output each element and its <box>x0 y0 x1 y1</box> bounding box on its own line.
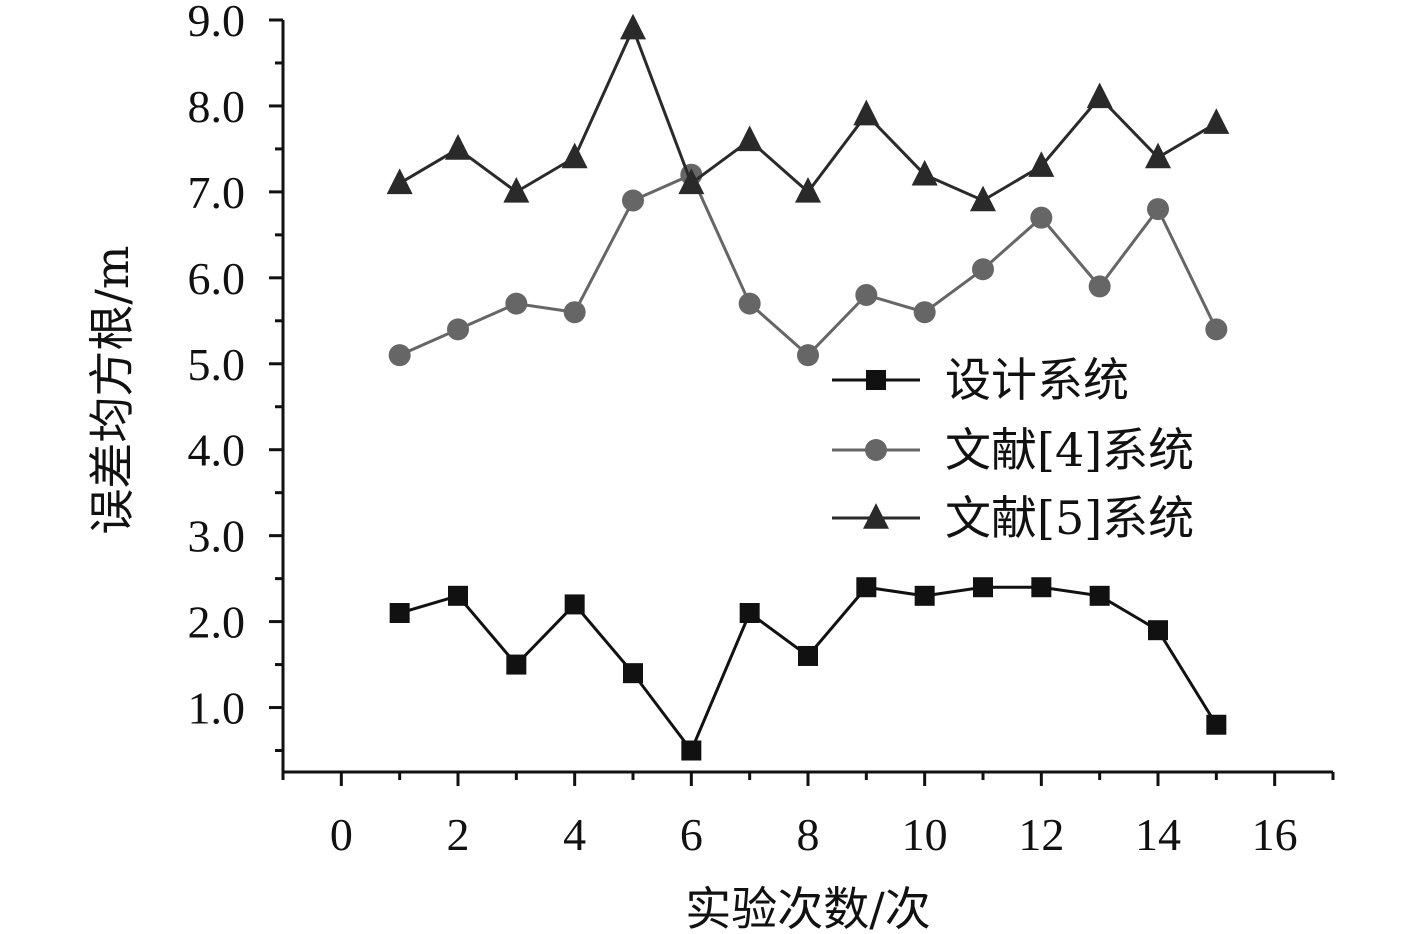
data-point <box>564 594 585 615</box>
data-point <box>970 185 996 212</box>
data-point <box>1147 198 1169 221</box>
x-ticks: 0 2 4 6 8 10 12 14 16 <box>281 772 1335 860</box>
legend-item: 文献[5]系统 <box>832 491 1194 545</box>
legend-marker <box>866 370 886 390</box>
data-point <box>1028 151 1055 177</box>
data-point <box>853 99 880 126</box>
x-tick-label: 8 <box>797 809 820 860</box>
y-axis-title: 误差均方根/m <box>85 245 139 534</box>
data-point <box>1089 585 1110 606</box>
legend-label: 文献[4]系统 <box>945 423 1194 477</box>
data-point <box>1088 275 1111 298</box>
data-point <box>1030 206 1053 229</box>
data-point <box>797 344 819 367</box>
data-point <box>738 292 761 315</box>
legend-marker <box>865 439 887 461</box>
y-tick-label: 5.0 <box>188 339 246 390</box>
data-point <box>445 134 471 160</box>
data-point <box>1203 108 1230 134</box>
x-tick-label: 4 <box>563 809 586 860</box>
legend-item: 设计系统 <box>832 353 1129 407</box>
series-line <box>398 24 1218 203</box>
axes: 0 2 4 6 8 10 12 14 16 1.0 2.0 3.0 4.0 5.0 6.0 7.0 8.0 9.… <box>188 0 1335 860</box>
x-tick-label: 6 <box>680 809 703 860</box>
legend-label: 文献[5]系统 <box>945 491 1194 545</box>
x-tick-label: 2 <box>447 809 470 860</box>
data-point <box>678 168 705 195</box>
x-tick-label: 0 <box>330 809 353 860</box>
data-point <box>1086 82 1113 109</box>
data-point <box>681 740 702 761</box>
series-layer <box>386 13 1230 761</box>
data-point <box>448 585 468 606</box>
data-point <box>620 13 646 40</box>
y-tick-label: 3.0 <box>188 511 246 562</box>
data-point <box>563 301 586 324</box>
data-point <box>911 159 938 186</box>
data-point <box>1145 142 1171 169</box>
data-point <box>622 189 644 212</box>
data-point <box>1148 620 1168 641</box>
y-tick-label: 2.0 <box>188 597 246 648</box>
data-point <box>856 577 877 598</box>
x-tick-label: 10 <box>902 809 948 860</box>
data-point <box>914 585 935 606</box>
legend-marker <box>863 503 889 529</box>
data-point <box>798 645 818 666</box>
series-3 <box>386 13 1230 212</box>
y-tick-label: 7.0 <box>188 167 246 218</box>
y-ticks: 1.0 2.0 3.0 4.0 5.0 6.0 7.0 8.0 9.0 <box>188 0 283 753</box>
data-point <box>389 603 410 624</box>
y-tick-label: 4.0 <box>188 425 246 476</box>
data-point <box>913 301 936 324</box>
data-point <box>1031 577 1052 598</box>
y-tick-label: 6.0 <box>188 253 246 304</box>
x-tick-label: 12 <box>1018 809 1064 860</box>
data-point <box>388 344 411 367</box>
legend-label: 设计系统 <box>945 353 1129 407</box>
x-tick-label: 16 <box>1252 809 1298 860</box>
x-tick-label: 14 <box>1135 809 1181 860</box>
data-point <box>447 318 469 341</box>
data-point <box>972 258 994 281</box>
data-point <box>503 177 530 203</box>
data-point <box>1205 318 1228 341</box>
data-point <box>973 577 993 598</box>
y-tick-label: 8.0 <box>188 81 246 132</box>
data-point <box>1206 714 1227 735</box>
y-tick-label: 1.0 <box>188 683 246 734</box>
data-point <box>736 125 763 152</box>
data-point <box>505 292 528 315</box>
legend-item: 文献[4]系统 <box>832 423 1194 477</box>
data-point <box>623 663 643 684</box>
series-1 <box>389 577 1227 761</box>
data-point <box>855 284 878 307</box>
x-axis-title: 实验次数/次 <box>685 882 931 934</box>
y-tick-label: 9.0 <box>188 0 246 46</box>
data-point <box>739 603 760 624</box>
data-point <box>506 654 527 675</box>
data-point <box>795 177 821 203</box>
data-point <box>386 168 413 195</box>
data-point <box>561 142 588 169</box>
